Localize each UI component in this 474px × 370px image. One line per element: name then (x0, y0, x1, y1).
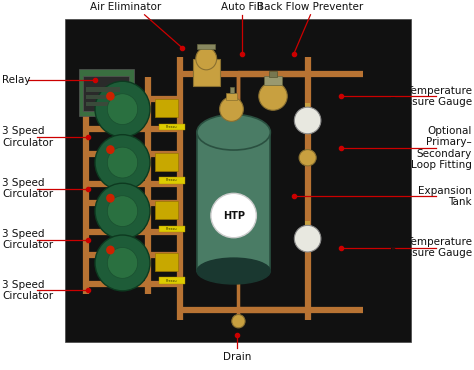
Ellipse shape (95, 183, 150, 239)
Ellipse shape (294, 225, 321, 252)
Text: HTP: HTP (223, 211, 245, 221)
Ellipse shape (95, 235, 150, 291)
Text: Air Eliminator: Air Eliminator (90, 2, 161, 12)
Bar (305, 221, 310, 226)
Ellipse shape (107, 248, 137, 278)
Bar (305, 103, 310, 108)
Text: Drain: Drain (223, 352, 251, 362)
Bar (86, 102, 119, 107)
Ellipse shape (197, 258, 270, 284)
Bar (159, 278, 185, 284)
Ellipse shape (107, 196, 137, 226)
Ellipse shape (106, 246, 115, 255)
Ellipse shape (294, 107, 321, 134)
Ellipse shape (211, 193, 256, 238)
Bar (197, 132, 270, 271)
Text: Pressu: Pressu (166, 227, 177, 231)
Bar (159, 124, 185, 130)
Text: Pressu: Pressu (166, 125, 177, 129)
Bar (159, 177, 185, 184)
Bar (65, 18, 411, 342)
Ellipse shape (196, 48, 217, 70)
Text: 3 Speed
Circulator: 3 Speed Circulator (2, 280, 54, 301)
Bar (264, 76, 282, 85)
Text: Pressu: Pressu (166, 279, 177, 283)
Bar (229, 87, 234, 93)
Bar (79, 70, 134, 115)
Text: Auto Fill: Auto Fill (221, 2, 263, 12)
Text: 3 Speed
Circulator: 3 Speed Circulator (2, 178, 54, 199)
Text: 3 Speed
Circulator: 3 Speed Circulator (2, 229, 54, 250)
Text: Back Flow Preventer: Back Flow Preventer (257, 2, 364, 12)
Bar (226, 92, 237, 100)
Bar (86, 87, 119, 92)
Bar (155, 253, 178, 271)
Text: Pressu: Pressu (166, 178, 177, 182)
Ellipse shape (107, 94, 137, 125)
Bar (86, 95, 119, 99)
Bar (197, 44, 215, 50)
Text: Optional
Primary–
Secondary
Loop Fitting: Optional Primary– Secondary Loop Fitting (411, 126, 472, 170)
Ellipse shape (106, 145, 115, 154)
Bar (155, 100, 178, 117)
Text: Expansion
Tank: Expansion Tank (418, 185, 472, 207)
Bar (83, 76, 129, 111)
Ellipse shape (299, 149, 316, 166)
Ellipse shape (197, 114, 270, 150)
Ellipse shape (106, 92, 115, 101)
Bar (269, 71, 277, 77)
Ellipse shape (259, 82, 287, 110)
Ellipse shape (95, 81, 150, 137)
Text: Temperature
Pressure Gauge: Temperature Pressure Gauge (390, 237, 472, 259)
Bar (155, 153, 178, 171)
Ellipse shape (219, 97, 243, 121)
Text: Relay: Relay (2, 74, 31, 85)
Bar (193, 59, 219, 87)
Ellipse shape (95, 135, 150, 191)
Text: Temperature
Pressure Gauge: Temperature Pressure Gauge (390, 85, 472, 107)
Ellipse shape (232, 314, 245, 328)
Text: 3 Speed
Circulator: 3 Speed Circulator (2, 126, 54, 148)
Bar (159, 225, 185, 232)
Ellipse shape (107, 147, 137, 178)
Bar (155, 201, 178, 219)
Ellipse shape (106, 194, 115, 203)
